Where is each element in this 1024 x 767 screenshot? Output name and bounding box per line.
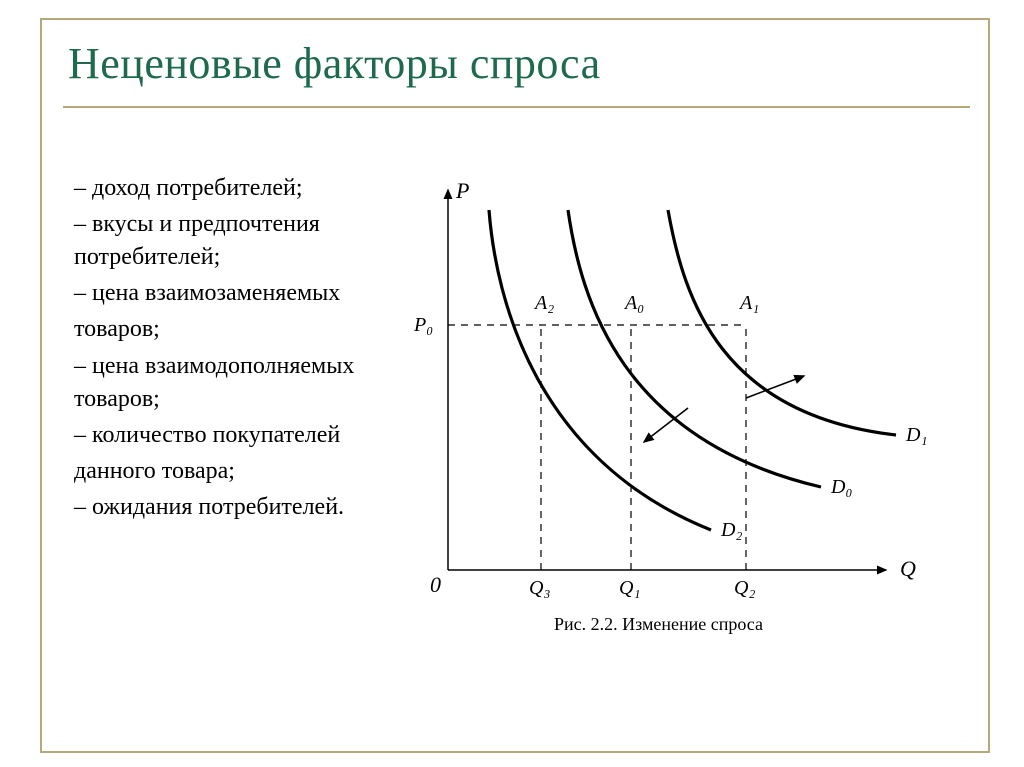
demand-chart-svg: P Q 0 P₀ Q₃ Q₁ Q₂ D₂ A₂ D₀ A₀ D₁ A₁ Рис. 2.2. Изменен… [386,180,931,640]
svg-text:Q: Q [900,556,916,581]
bullet-item: – доход потребителей; [74,172,394,205]
svg-text:A₁: A₁ [738,292,759,314]
svg-text:A₀: A₀ [623,292,644,314]
slide-title: Неценовые факторы спроса [68,38,601,89]
title-underline [63,106,970,108]
svg-text:Q₃: Q₃ [529,577,550,599]
bullet-item: – цена взаимозаменяемых [74,277,394,310]
svg-text:D₂: D₂ [720,519,742,541]
demand-chart: P Q 0 P₀ Q₃ Q₁ Q₂ D₂ A₂ D₀ A₀ D₁ A₁ Рис. 2.2. Изменен… [386,180,931,640]
bullet-item: – количество покупателей [74,419,394,452]
svg-text:P: P [455,178,469,203]
svg-text:Q₁: Q₁ [619,577,640,599]
svg-text:P₀: P₀ [413,314,433,336]
slide: Неценовые факторы спроса – доход потреби… [0,0,1024,767]
svg-text:Q₂: Q₂ [734,577,755,599]
svg-text:A₂: A₂ [533,292,554,314]
bullet-item: данного товара; [74,455,394,488]
svg-text:D₀: D₀ [830,476,852,498]
svg-text:Рис. 2.2. Изменение спроса: Рис. 2.2. Изменение спроса [554,614,763,634]
svg-text:D₁: D₁ [905,424,927,446]
svg-text:0: 0 [430,572,441,597]
bullet-list: – доход потребителей; – вкусы и предпочт… [74,172,394,527]
bullet-item: – цена взаимодополняемых товаров; [74,350,394,416]
bullet-item: – вкусы и предпочтения потребителей; [74,208,394,274]
bullet-item: товаров; [74,313,394,346]
bullet-item: – ожидания потребителей. [74,491,394,524]
